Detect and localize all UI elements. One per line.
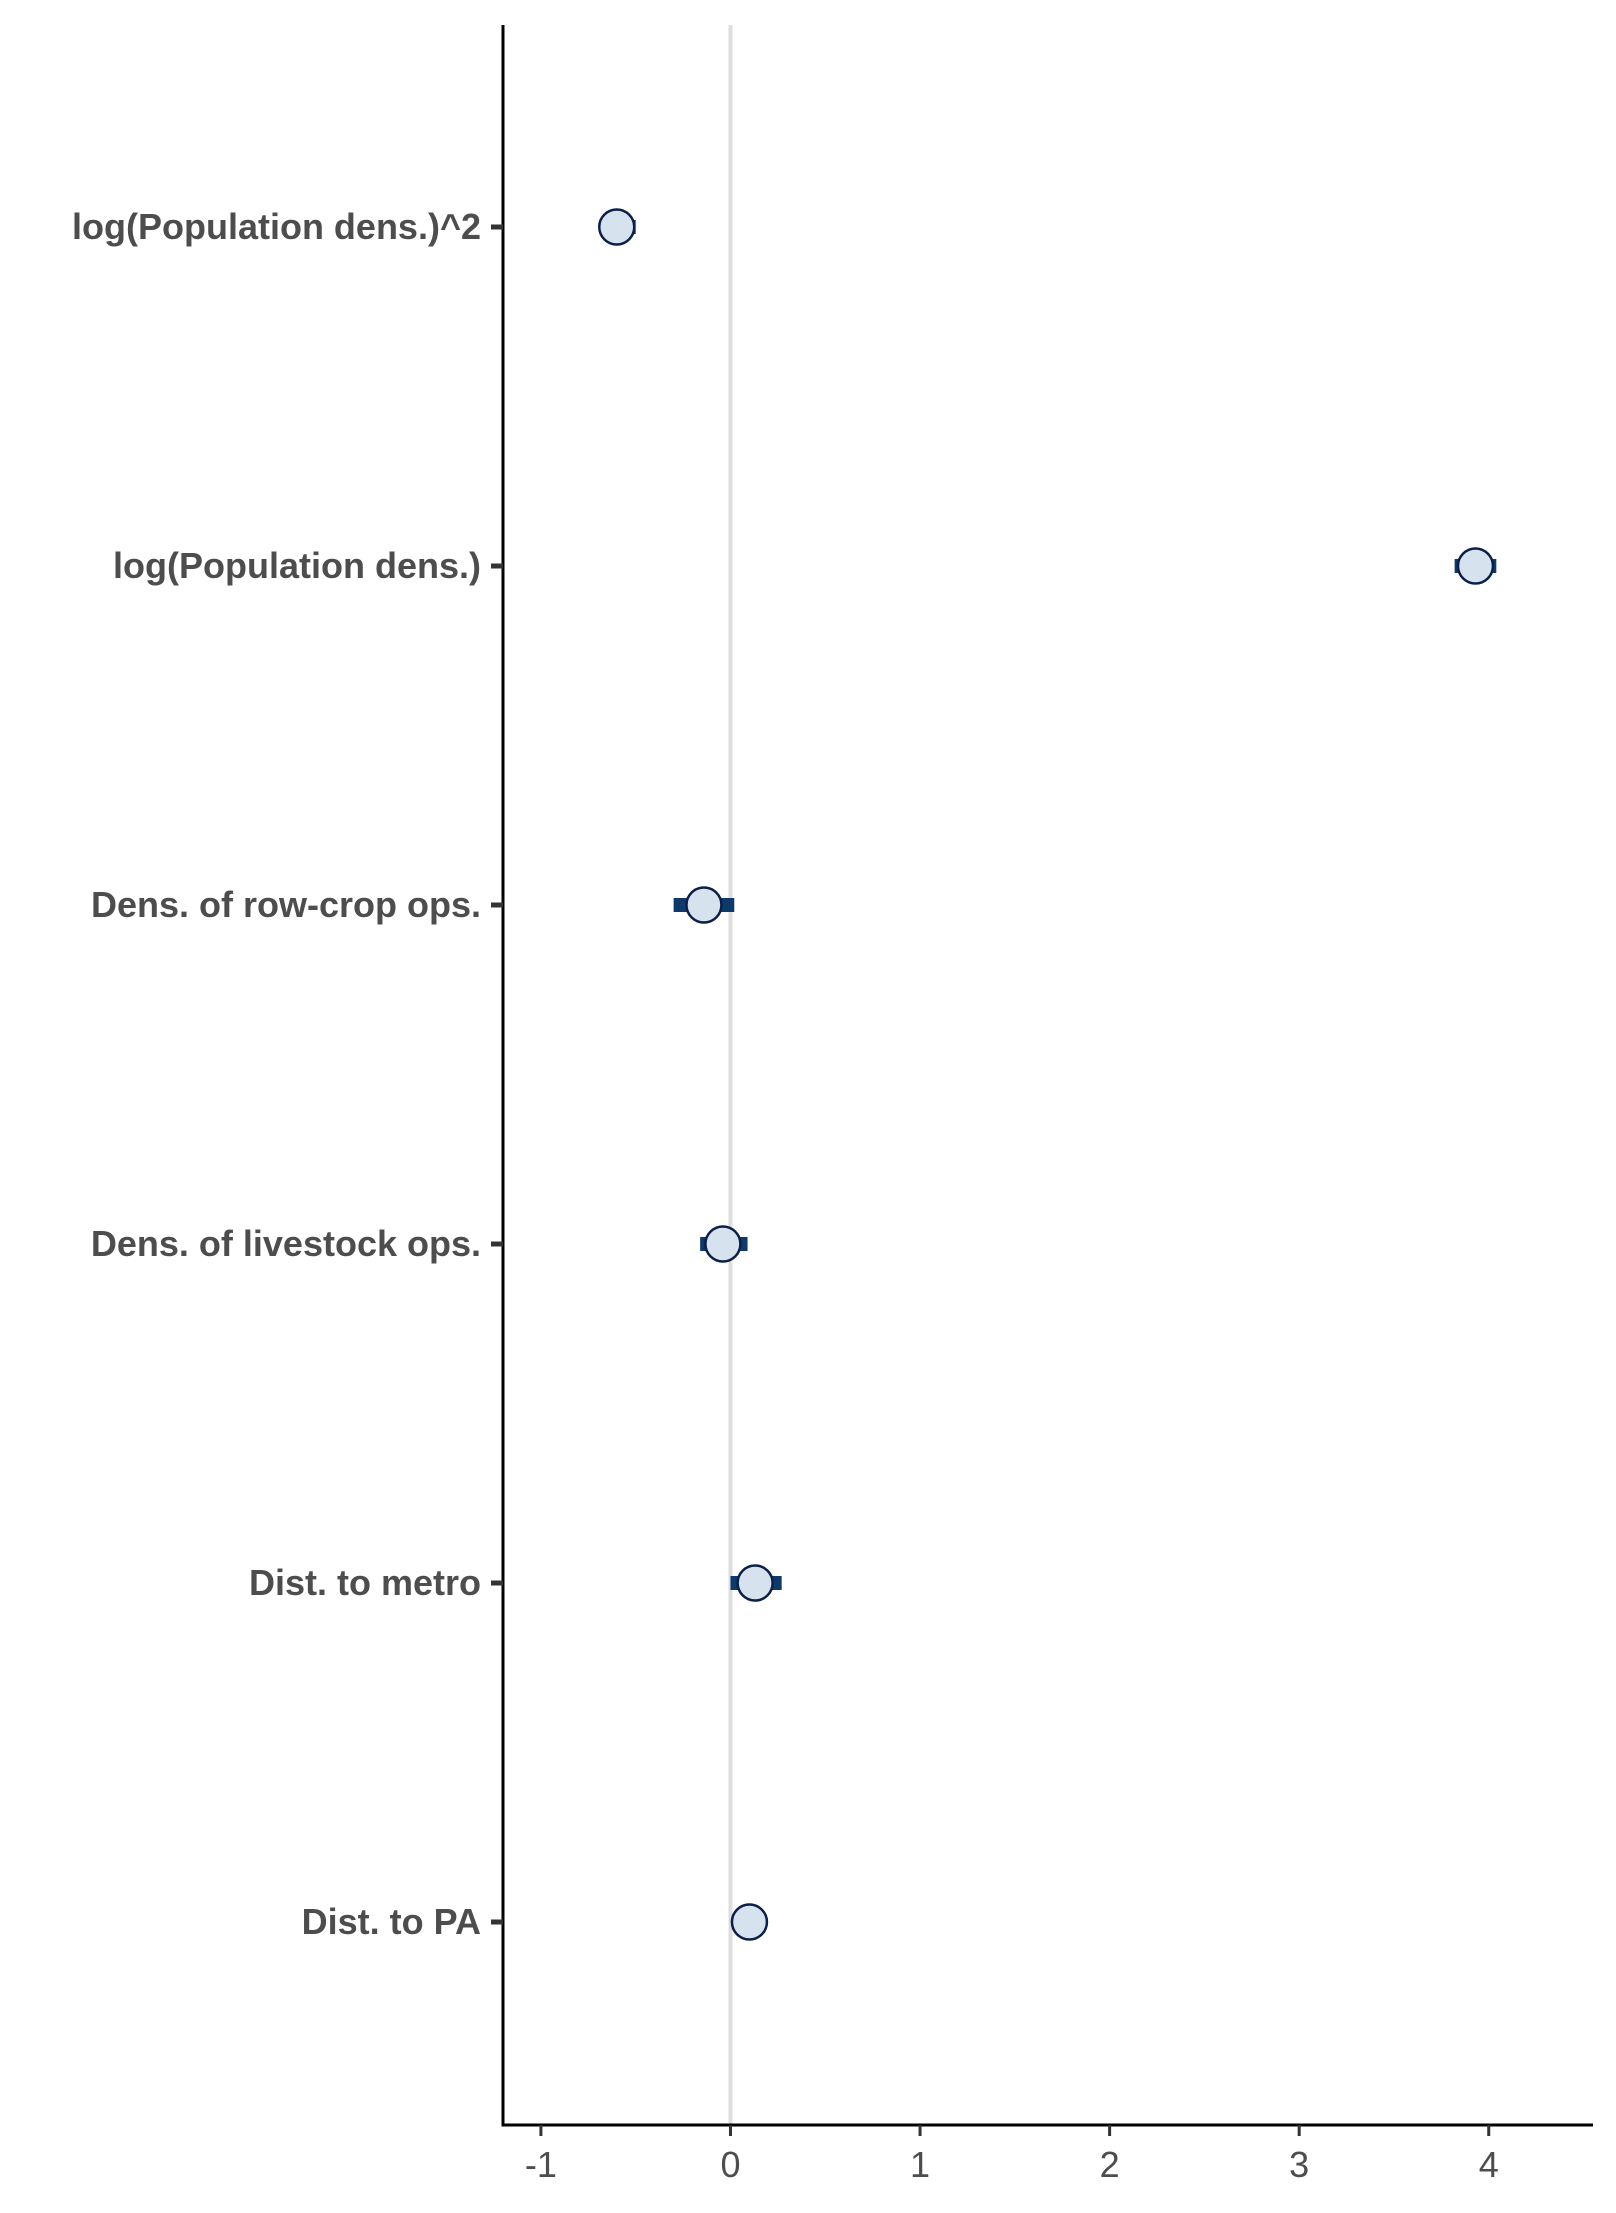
x-tick-label: 3: [1289, 2144, 1309, 2185]
estimate-point: [1456, 547, 1495, 585]
y-tick-label: Dist. to metro: [249, 1562, 481, 1603]
y-tick-label: Dens. of row-crop ops.: [91, 884, 481, 925]
x-tick-layer: -1 0 1 2 3 4: [525, 2125, 1499, 2185]
estimate-point: [685, 886, 723, 924]
x-tick-label: 1: [910, 2144, 930, 2185]
estimate-point: [704, 1225, 742, 1263]
estimate-point: [730, 1903, 769, 1941]
x-tick-label: -1: [525, 2144, 557, 2185]
y-tick-label: Dist. to PA: [302, 1901, 481, 1942]
estimate-point: [597, 208, 636, 246]
x-tick-label: 2: [1100, 2144, 1120, 2185]
estimate-point: [736, 1564, 774, 1602]
point-layer: [597, 208, 1495, 1941]
x-tick-label: 4: [1479, 2144, 1499, 2185]
y-tick-label: Dens. of livestock ops.: [91, 1223, 481, 1264]
y-tick-layer: log(Population dens.)^2 log(Population de…: [72, 206, 503, 1942]
axes-layer: [501, 25, 1593, 2127]
y-tick-label: log(Population dens.)^2: [72, 206, 481, 247]
y-tick-label: log(Population dens.): [113, 545, 481, 586]
x-tick-label: 0: [720, 2144, 740, 2185]
